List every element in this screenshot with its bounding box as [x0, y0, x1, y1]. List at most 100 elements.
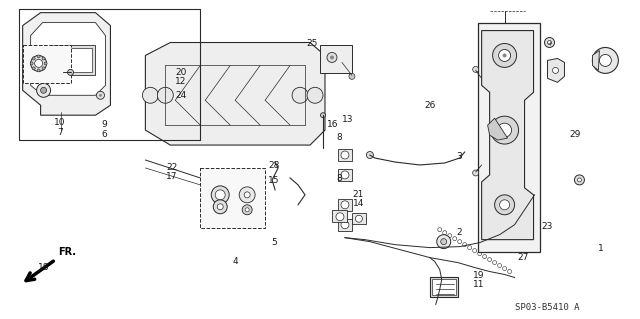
- Circle shape: [498, 123, 511, 137]
- Circle shape: [44, 62, 47, 65]
- Circle shape: [593, 48, 618, 73]
- Text: 18: 18: [38, 263, 50, 272]
- Bar: [332, 210, 347, 222]
- Circle shape: [341, 151, 349, 159]
- Text: 9: 9: [101, 120, 107, 129]
- Circle shape: [35, 59, 43, 67]
- Text: 4: 4: [233, 257, 239, 266]
- Text: 28: 28: [268, 161, 280, 170]
- Text: 1: 1: [598, 244, 604, 253]
- Text: 15: 15: [268, 176, 280, 185]
- Polygon shape: [488, 118, 508, 140]
- Text: 27: 27: [517, 254, 529, 263]
- Circle shape: [32, 57, 35, 60]
- Circle shape: [577, 178, 581, 182]
- Circle shape: [495, 195, 515, 215]
- Circle shape: [336, 213, 344, 221]
- Circle shape: [36, 83, 51, 97]
- Circle shape: [500, 200, 509, 210]
- Text: 13: 13: [342, 115, 353, 124]
- Circle shape: [213, 200, 227, 214]
- Circle shape: [575, 175, 584, 185]
- Text: 11: 11: [472, 280, 484, 289]
- Circle shape: [37, 69, 40, 72]
- Text: 8: 8: [336, 133, 342, 142]
- Circle shape: [157, 87, 173, 103]
- Circle shape: [473, 66, 479, 72]
- Circle shape: [341, 221, 349, 229]
- Circle shape: [349, 73, 355, 79]
- Circle shape: [97, 91, 104, 99]
- Circle shape: [341, 171, 349, 179]
- Circle shape: [502, 54, 507, 57]
- Bar: [22, 46, 70, 83]
- Bar: [54, 48, 93, 72]
- Bar: [320, 46, 352, 73]
- Circle shape: [68, 70, 74, 75]
- Circle shape: [547, 41, 552, 45]
- Circle shape: [330, 56, 334, 59]
- Bar: [51, 46, 95, 75]
- Text: 22: 22: [166, 163, 177, 172]
- Circle shape: [491, 116, 518, 144]
- Bar: [338, 219, 352, 231]
- Circle shape: [436, 235, 451, 249]
- Circle shape: [142, 87, 158, 103]
- Circle shape: [32, 67, 35, 70]
- Circle shape: [215, 190, 225, 200]
- Polygon shape: [547, 58, 564, 82]
- Circle shape: [292, 87, 308, 103]
- Circle shape: [40, 87, 47, 93]
- Text: 16: 16: [327, 120, 339, 129]
- Text: 25: 25: [307, 39, 318, 48]
- Circle shape: [473, 170, 479, 176]
- Circle shape: [30, 62, 33, 65]
- Text: 6: 6: [101, 130, 107, 138]
- Circle shape: [366, 152, 373, 159]
- Text: 26: 26: [424, 101, 436, 110]
- Text: 12: 12: [175, 77, 186, 86]
- Bar: [352, 213, 366, 224]
- Circle shape: [545, 38, 554, 48]
- Text: 3: 3: [456, 152, 462, 161]
- Circle shape: [321, 113, 326, 118]
- Circle shape: [499, 49, 511, 62]
- Circle shape: [600, 55, 611, 66]
- Bar: [430, 278, 458, 297]
- Circle shape: [307, 87, 323, 103]
- Circle shape: [242, 205, 252, 215]
- Bar: [200, 168, 265, 228]
- Bar: [338, 169, 352, 181]
- Circle shape: [37, 55, 40, 58]
- Circle shape: [42, 67, 45, 70]
- Text: 8: 8: [336, 174, 342, 183]
- Text: SP03-B5410 A: SP03-B5410 A: [515, 303, 580, 312]
- Bar: [432, 279, 456, 295]
- Text: 5: 5: [271, 238, 277, 247]
- Bar: [338, 149, 352, 161]
- Circle shape: [217, 204, 223, 210]
- Text: FR.: FR.: [59, 247, 77, 256]
- Circle shape: [493, 43, 516, 67]
- Circle shape: [211, 186, 229, 204]
- Polygon shape: [482, 31, 534, 240]
- Circle shape: [441, 239, 447, 245]
- Text: 17: 17: [166, 173, 177, 182]
- Circle shape: [31, 56, 47, 71]
- Circle shape: [355, 215, 362, 222]
- Circle shape: [552, 67, 559, 73]
- Circle shape: [42, 57, 45, 60]
- Bar: [338, 199, 352, 211]
- Text: 10: 10: [54, 118, 66, 128]
- Circle shape: [99, 94, 102, 97]
- Text: 24: 24: [175, 92, 186, 100]
- Text: 29: 29: [570, 130, 581, 138]
- Text: 21: 21: [353, 190, 364, 199]
- Text: 19: 19: [472, 271, 484, 280]
- Circle shape: [244, 192, 250, 198]
- Text: 7: 7: [57, 128, 63, 137]
- Polygon shape: [145, 42, 325, 145]
- Circle shape: [341, 201, 349, 209]
- Text: 23: 23: [541, 222, 552, 231]
- Polygon shape: [22, 13, 111, 115]
